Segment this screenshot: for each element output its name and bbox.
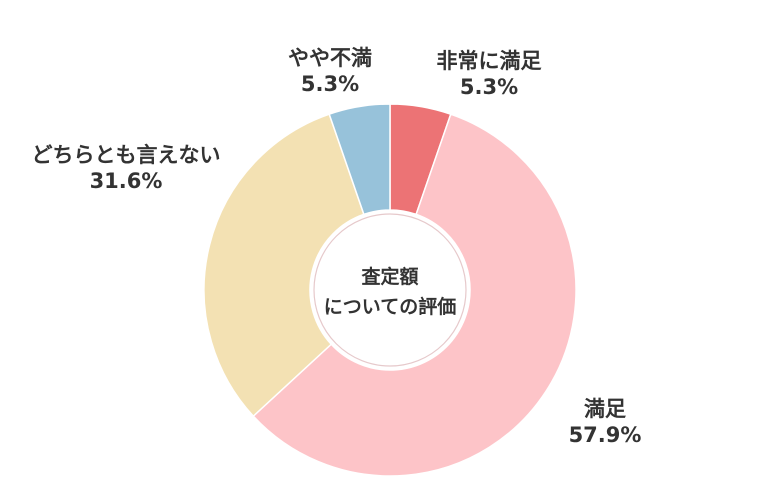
center-title-line2: についての評価 xyxy=(323,296,457,318)
label-slightly-dissatisfied-name: やや不満 xyxy=(288,46,372,70)
center-title: 査定額 についての評価 xyxy=(324,262,456,322)
center-title-line1: 査定額 xyxy=(361,266,419,288)
label-neutral-value: 31.6% xyxy=(89,169,163,193)
label-neutral: どちらとも言えない 31.6% xyxy=(32,142,221,194)
label-very-satisfied: 非常に満足 5.3% xyxy=(437,48,542,100)
label-slightly-dissatisfied-value: 5.3% xyxy=(300,72,360,96)
label-very-satisfied-name: 非常に満足 xyxy=(436,49,542,73)
label-neutral-name: どちらとも言えない xyxy=(31,143,221,167)
label-slightly-dissatisfied: やや不満 5.3% xyxy=(288,45,372,97)
slice-neutral xyxy=(203,113,365,418)
slice-satisfied xyxy=(252,113,577,477)
center-ring xyxy=(313,213,467,367)
label-satisfied-value: 57.9% xyxy=(568,423,642,447)
label-very-satisfied-value: 5.3% xyxy=(459,75,519,99)
label-satisfied-name: 満足 xyxy=(583,397,626,421)
label-satisfied: 満足 57.9% xyxy=(569,396,642,448)
slice-slightly-dissatisfied xyxy=(328,103,391,216)
